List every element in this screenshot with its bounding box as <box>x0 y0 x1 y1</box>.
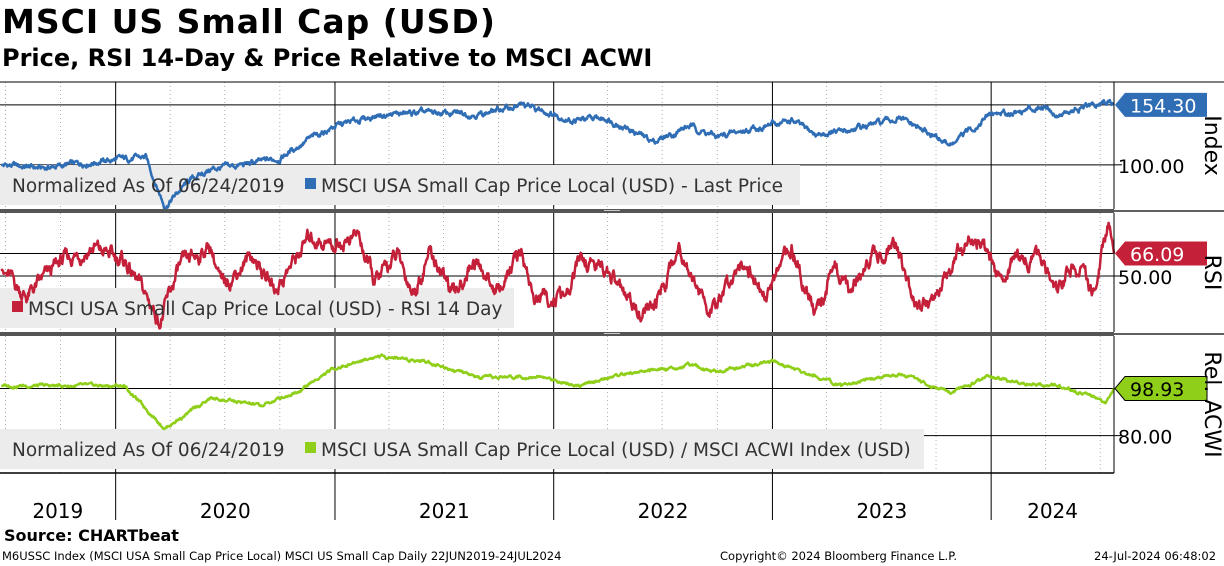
last-value-badge <box>1114 375 1208 401</box>
chart-subtitle: Price, RSI 14-Day & Price Relative to MS… <box>2 44 653 72</box>
panel-price: 100.00 Normalized As Of 06/24/2019 MSCI US… <box>0 82 1224 213</box>
y-axis-title: RSI <box>1199 255 1224 291</box>
legend-entry: MSCI USA Small Cap Price Local (USD) - R… <box>28 299 502 320</box>
footer-copyright: Copyright© 2024 Bloomberg Finance L.P. <box>720 549 957 563</box>
y-tick-label: 80.00 <box>1118 427 1172 449</box>
series-line-rsi <box>0 221 1116 330</box>
y-axis-title: Index <box>1199 115 1224 176</box>
last-value-badge <box>1115 92 1207 117</box>
legend-entry: MSCI USA Small Cap Price Local (USD) - L… <box>321 176 783 197</box>
x-year-label-2022: 2022 <box>638 499 689 523</box>
last-value-label: 98.93 <box>1130 379 1184 401</box>
x-year-label-2024: 2024 <box>1027 499 1078 523</box>
legend-box <box>0 165 800 205</box>
last-value-label: 66.09 <box>1130 244 1184 266</box>
legend-box <box>0 429 924 469</box>
series-line-price <box>0 98 1115 212</box>
legend-normalized-note: Normalized As Of 06/24/2019 <box>12 176 285 197</box>
legend-swatch <box>305 442 316 453</box>
y-tick-label: 50.00 <box>1118 267 1172 289</box>
panel-relative: 80.00 Normalized As Of 06/24/2019 MSCI USA… <box>0 336 1224 473</box>
footer-timestamp: 24-Jul-2024 06:48:02 <box>1094 549 1217 563</box>
series-line-relative <box>0 353 1116 431</box>
legend-entry: MSCI USA Small Cap Price Local (USD) / M… <box>321 440 911 461</box>
source-label: Source: CHARTbeat <box>4 526 179 545</box>
footer-ticker-info: M6USSC Index (MSCI USA Small Cap Price L… <box>2 549 562 563</box>
x-year-label-2020: 2020 <box>200 499 251 523</box>
last-value-label: 154.30 <box>1130 95 1196 117</box>
legend-normalized-note: Normalized As Of 06/24/2019 <box>12 440 285 461</box>
y-axis-title: Rel. ACWI <box>1199 351 1224 457</box>
x-year-label-2021: 2021 <box>419 499 470 523</box>
last-value-badge <box>1115 241 1207 266</box>
panel-separator <box>0 209 1114 213</box>
legend-box <box>0 288 514 328</box>
panel-rsi: 50.00 MSCI USA Small Cap Price Local (USD… <box>0 213 1224 336</box>
x-year-label-2023: 2023 <box>856 499 907 523</box>
panel-separator <box>0 332 1114 336</box>
chart-title: MSCI US Small Cap (USD) <box>2 2 496 41</box>
x-year-label-2019: 2019 <box>32 499 83 523</box>
legend-swatch <box>12 301 23 312</box>
y-tick-label: 100.00 <box>1118 156 1184 178</box>
legend-swatch <box>305 178 316 189</box>
